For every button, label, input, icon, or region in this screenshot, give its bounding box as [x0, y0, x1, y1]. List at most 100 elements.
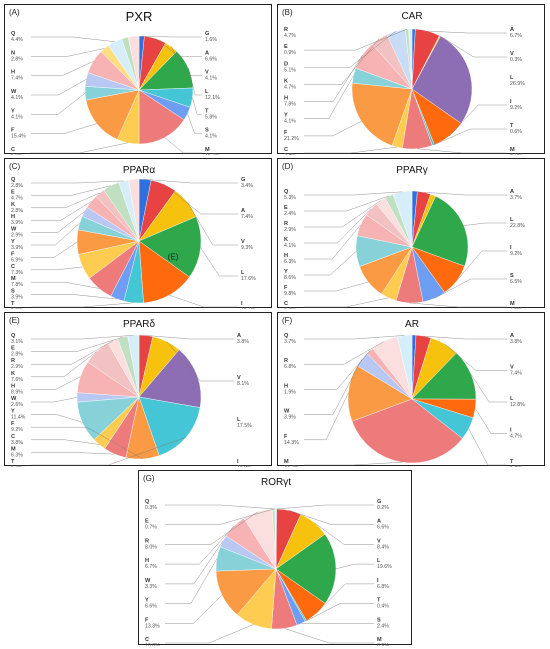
label-letter-w: W [11, 227, 17, 233]
label-letter-v: V [510, 365, 514, 371]
leader-line [31, 376, 81, 390]
label-value-r: 2.9% [11, 364, 23, 370]
label-letter-e: E [284, 44, 288, 50]
leader-line [304, 281, 369, 292]
leader-line [31, 294, 118, 300]
leader-line [314, 522, 374, 545]
label-value-d: 5.1% [284, 67, 296, 73]
leader-line [427, 30, 507, 34]
pie-slice-r [128, 178, 140, 242]
pie-slice-i [138, 240, 190, 304]
panel-g: (G) RORγt Q 0.3% E 0.7% R 8.0% H 6.7% W 3.3% Y 6.6% F 1… [138, 470, 412, 646]
leader-line [163, 184, 238, 215]
label-letter-y: Y [284, 269, 288, 275]
label-letter-y: Y [11, 409, 15, 415]
leader-line [289, 510, 374, 525]
label-value-r: 4.7% [284, 33, 296, 39]
leader-line [31, 281, 100, 289]
pie-chart-a: (A)PXRQ4.4%N2.8%H7.4%W4.1%Y4.1%F15.4%C6.… [9, 8, 220, 155]
label-letter-g: G [205, 31, 209, 37]
leader-line [424, 192, 507, 196]
panel-d: (D) PPARγ Q 5.3% E 2.4% R 2.9% K 4.1% H 6.3% Y 8.6% F 9… [277, 158, 545, 309]
label-value-a: 3.8% [510, 339, 522, 345]
label-letter-k: K [284, 78, 288, 84]
label-value-y: 6.6% [145, 604, 157, 610]
pie-slice-f [347, 365, 413, 422]
leader-line [284, 628, 374, 644]
label-value-f: 21.2% [284, 136, 299, 142]
panel-e: (E) PPARδ Q 3.1% E 2.8% R 2.9% K 7.6% H 8.9% W 2.6% Y 1… [4, 312, 272, 467]
label-letter-e: E [11, 346, 15, 352]
label-letter-l: L [510, 396, 514, 402]
leader-line [31, 337, 123, 352]
label-value-v: 4.1% [205, 76, 217, 82]
label-value-l: 22.8% [510, 223, 525, 229]
label-value-v: 8.4% [377, 544, 389, 550]
label-value-h: 7.8% [284, 102, 296, 108]
pie-slice-p [138, 349, 202, 408]
label-value-h: 8.9% [11, 389, 23, 395]
label-value-f: 9.8% [284, 291, 296, 297]
leader-line [145, 179, 238, 184]
label-letter-f: F [11, 421, 15, 427]
label-letter-d: D [284, 61, 288, 67]
leader-line [31, 351, 98, 377]
leader-line [433, 128, 507, 146]
leader-line [423, 335, 507, 340]
label-letter-w: W [284, 409, 290, 415]
pie-slice-q [408, 28, 413, 90]
leader-line [166, 341, 234, 382]
label-value-i: 6.8% [377, 584, 389, 590]
label-value-v: 0.3% [510, 57, 522, 63]
leader-line [31, 211, 85, 233]
label-letter-q: Q [284, 189, 289, 195]
label-letter-h: H [11, 214, 15, 220]
leader-line [145, 335, 234, 340]
label-value-e: 0.9% [284, 50, 296, 56]
leader-line [439, 35, 507, 58]
label-letter-y: Y [284, 113, 288, 119]
label-value-h: 6.7% [145, 564, 157, 570]
label-letter-q: Q [11, 333, 16, 339]
label-value-t: 5.5% [11, 307, 23, 309]
label-letter-t: T [510, 123, 514, 129]
leader-line [276, 504, 374, 510]
label-letter-l: L [510, 75, 514, 81]
leader-line [165, 595, 223, 624]
label-value-m: 6.9% [377, 643, 389, 646]
label-letter-m: M [284, 459, 289, 465]
label-letter-i: I [510, 99, 512, 105]
label-letter-s: S [11, 289, 15, 295]
label-letter-a: A [205, 50, 209, 56]
leader-line [444, 343, 507, 371]
leader-line [304, 200, 381, 228]
label-value-g: 0.2% [377, 505, 389, 511]
label-letter-l: L [237, 417, 241, 423]
leader-line [463, 222, 507, 226]
leader-line [155, 38, 202, 57]
leader-line [31, 397, 78, 403]
label-letter-h: H [284, 96, 288, 102]
label-letter-v: V [241, 239, 245, 245]
leader-line [417, 148, 507, 154]
leader-line [165, 558, 218, 604]
label-letter-i: I [241, 301, 243, 307]
pie-chart-e: (E) PPARδQ3.1%E2.8%R2.9%K7.6%H8.9%W2.6%Y1… [9, 316, 252, 467]
leader-line [304, 146, 398, 154]
label-letter-t: T [11, 459, 15, 465]
pie-slice-f [85, 89, 140, 140]
leader-line [141, 35, 202, 38]
label-letter-c: C [11, 434, 15, 440]
label-letter-k: K [11, 371, 15, 377]
pie-chart-f: (F) AR Q3.7% R6.8% H1.9% W3.9% F14.3% M33.7% A3.… [282, 316, 525, 467]
label-value-t: 6.3% [11, 465, 23, 467]
panel-a: (A)PXRQ4.4%N2.8%H7.4%W4.1%Y4.1%F15.4%C6.… [4, 4, 272, 155]
label-value-y: 4.1% [284, 119, 296, 125]
leader-line [304, 251, 357, 276]
label-letter-q: Q [11, 177, 16, 183]
label-value-q: 5.3% [284, 195, 296, 201]
leader-line [31, 452, 115, 455]
label-value-q: 3.7% [284, 339, 296, 345]
label-letter-y: Y [11, 108, 15, 114]
leader-line [304, 392, 349, 441]
